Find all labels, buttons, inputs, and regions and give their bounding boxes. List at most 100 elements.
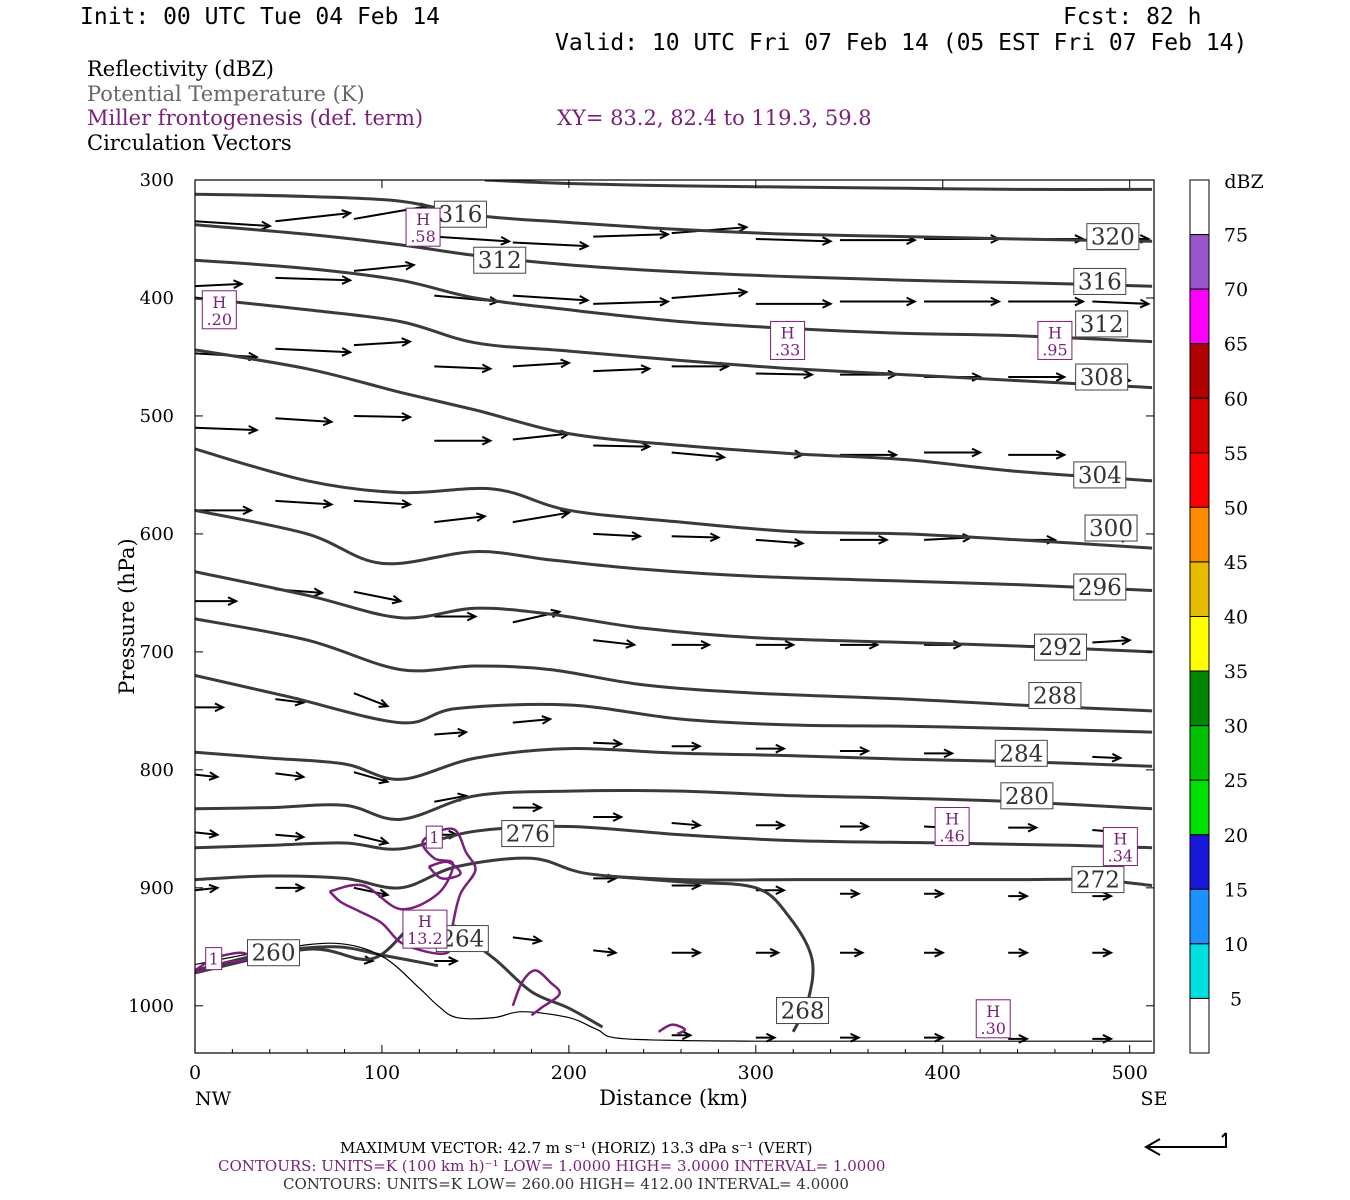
footer-contours-fronto: CONTOURS: UNITS=K (100 km h)⁻¹ LOW= 1.00… [218, 1157, 886, 1175]
colorbar-swatch [1189, 670, 1210, 727]
circulation-vector-head [631, 531, 643, 541]
circulation-vector-head [322, 499, 334, 509]
fronto-high-box [1037, 320, 1073, 360]
circulation-vector-head [640, 364, 652, 374]
theta-label-box [1075, 310, 1129, 338]
title-reflectivity: Reflectivity (dBZ) [87, 57, 275, 81]
circulation-vector-head [1018, 947, 1030, 958]
theta-contour-304 [195, 447, 1153, 550]
fronto-high-box [402, 909, 448, 949]
circulation-vector [353, 499, 411, 506]
circulation-vector-head [261, 220, 273, 231]
colorbar-swatch [1189, 725, 1210, 781]
theta-label-box [1000, 782, 1054, 810]
theta-label: 280 [1005, 784, 1049, 810]
circulation-vector-head [715, 451, 727, 462]
circulation-vector-head [208, 771, 220, 781]
fronto-high-letter: H [945, 809, 959, 828]
circulation-vector-head [560, 358, 572, 369]
forecast-hour: Fcst: 82 h [1063, 4, 1202, 30]
circulation-vector-head [341, 275, 353, 285]
circulation-vector [434, 731, 467, 736]
circulation-vector [593, 300, 668, 305]
circulation-vector-head [775, 820, 787, 831]
circulation-vector-head [737, 222, 749, 233]
circulation-vector [671, 821, 700, 827]
colorbar-tick-label: 75 [1224, 225, 1248, 247]
circulation-vector-head [208, 883, 220, 894]
fronto-high-letter: H [1048, 323, 1062, 342]
circulation-vector-head [531, 935, 544, 945]
x-end-label-left: NW [195, 1088, 232, 1110]
circulation-vector-head [341, 209, 353, 219]
circulation-vector-head [341, 347, 353, 357]
theta-label-box [473, 246, 527, 274]
circulation-vector [671, 535, 719, 539]
circulation-vector-head [1102, 891, 1114, 901]
theta-label-box [1086, 223, 1140, 251]
theta-label: 320 [1091, 225, 1135, 251]
theta-label-box [1075, 363, 1129, 391]
circulation-vector [671, 291, 747, 299]
circulation-vector-head [1055, 372, 1067, 382]
circulation-vector [512, 511, 570, 524]
circulation-vector [195, 831, 218, 836]
theta-label-box [247, 939, 301, 967]
theta-label-box [1073, 573, 1127, 601]
circulation-vector [275, 347, 351, 354]
circulation-vector [593, 639, 635, 646]
circulation-vector-head [391, 594, 403, 605]
fronto-high-box [770, 320, 806, 360]
theta-contour-316 [195, 258, 1153, 344]
circulation-vector-head [850, 1032, 861, 1043]
circulation-vector-head [850, 888, 861, 899]
circulation-vector [195, 886, 218, 892]
x-end-label-right: SE [1141, 1088, 1168, 1110]
circulation-vector [1092, 755, 1121, 760]
theta-label-box [1084, 514, 1138, 542]
theta-contour-308 [195, 348, 1153, 483]
reference-vector [1146, 1133, 1227, 1148]
circulation-vector-head [363, 955, 375, 965]
circulation-vector-head [700, 639, 712, 650]
circulation-vector [195, 282, 242, 288]
circulation-vector-head [1139, 298, 1151, 309]
fronto-high-value: .30 [981, 1019, 1006, 1038]
circulation-vector-head [404, 260, 417, 271]
theta-contour-260 [195, 945, 439, 972]
circulation-vector [755, 538, 803, 545]
theta-label-box [1028, 682, 1082, 710]
y-tick-label: 800 [140, 760, 174, 781]
fronto-high-value: .20 [207, 310, 232, 329]
frontogenesis-contour [657, 1023, 687, 1036]
colorbar-tick-label: 40 [1224, 607, 1248, 629]
theta-label-box [1073, 267, 1127, 295]
frontogenesis-contour [328, 827, 477, 955]
theta-contour-288 [195, 674, 1153, 734]
circulation-vector [512, 294, 588, 302]
circulation-vector-head [1055, 450, 1067, 460]
x-tick-label: 300 [738, 1062, 774, 1084]
circulation-vector-head [541, 715, 553, 725]
circulation-vector-head [878, 535, 889, 545]
circulation-vector-head [612, 738, 624, 749]
reference-vector-tip [1221, 1132, 1227, 1138]
y-tick-label: 500 [140, 406, 174, 427]
theta-label: 312 [1080, 312, 1124, 338]
theta-contour-272 [195, 856, 1153, 890]
colorbar-tick-label: 10 [1224, 934, 1248, 956]
circulation-vector-head [401, 412, 413, 422]
circulation-vector-head [934, 888, 946, 899]
reference-vector-head [1143, 1138, 1161, 1156]
circulation-vector [755, 372, 812, 376]
colorbar-tick-label: 30 [1224, 716, 1248, 738]
circulation-vector-head [793, 537, 805, 548]
circulation-vector [1092, 300, 1149, 305]
circulation-vector-head [1027, 822, 1039, 833]
circulation-vector [275, 772, 304, 778]
fronto-high-value: .95 [1042, 340, 1067, 359]
theta-label: 284 [999, 741, 1043, 767]
circulation-vector-head [681, 1030, 693, 1041]
colorbar-swatch [1189, 343, 1210, 399]
fronto-high-letter: H [416, 210, 430, 229]
